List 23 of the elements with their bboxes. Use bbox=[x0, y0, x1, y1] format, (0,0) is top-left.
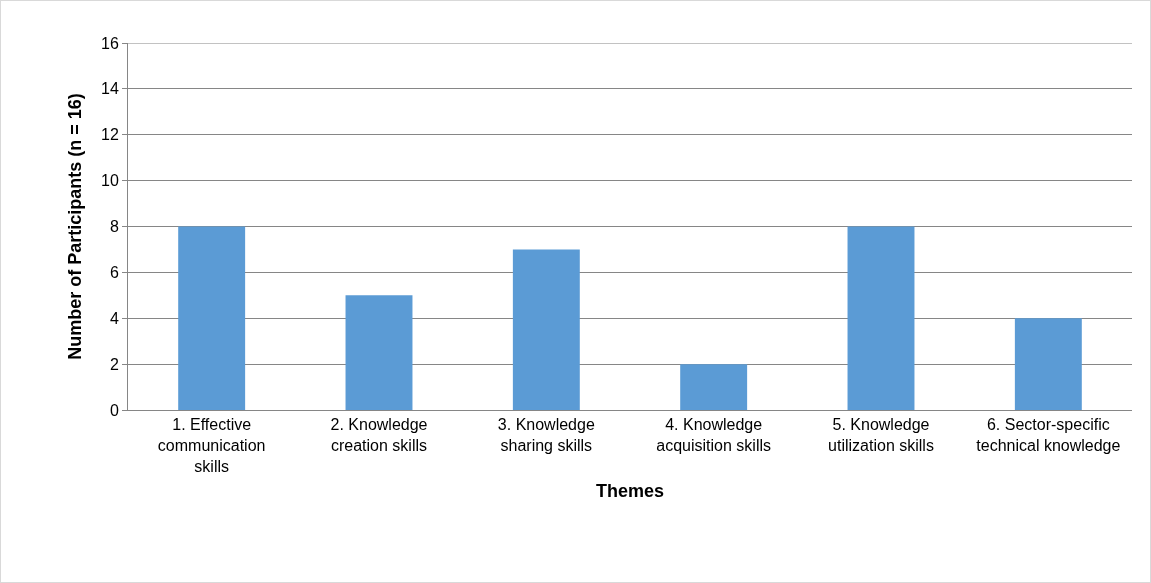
x-tick-label: 2. Knowledge creation skills bbox=[330, 416, 428, 454]
x-tick-label: 3. Knowledge sharing skills bbox=[497, 416, 595, 454]
y-tick-label: 2 bbox=[109, 355, 119, 373]
y-tick-label: 0 bbox=[109, 401, 119, 419]
y-tick-label: 10 bbox=[101, 172, 119, 190]
x-tick-label: 6. Sector-specific technical knowledge bbox=[976, 416, 1121, 454]
y-tick-label: 8 bbox=[109, 218, 119, 236]
bar bbox=[1014, 318, 1082, 410]
x-tick-label: 1. Effective communication skills bbox=[157, 416, 266, 475]
bar bbox=[847, 226, 915, 410]
y-tick-label: 12 bbox=[101, 126, 119, 144]
y-tick-label: 16 bbox=[101, 34, 119, 52]
y-tick-label: 6 bbox=[109, 263, 119, 281]
x-tick-label: 5. Knowledge utilization skills bbox=[828, 416, 934, 454]
bar bbox=[345, 295, 413, 410]
y-axis-title: Number of Participants (n = 16) bbox=[65, 93, 86, 360]
y-tick-label: 14 bbox=[101, 80, 119, 98]
y-tick-label: 4 bbox=[109, 309, 119, 327]
x-tick-label: 4. Knowledge acquisition skills bbox=[656, 416, 772, 454]
bar bbox=[178, 226, 246, 410]
bar bbox=[680, 364, 748, 410]
bar bbox=[512, 249, 580, 410]
x-axis-title: Themes bbox=[595, 480, 665, 501]
